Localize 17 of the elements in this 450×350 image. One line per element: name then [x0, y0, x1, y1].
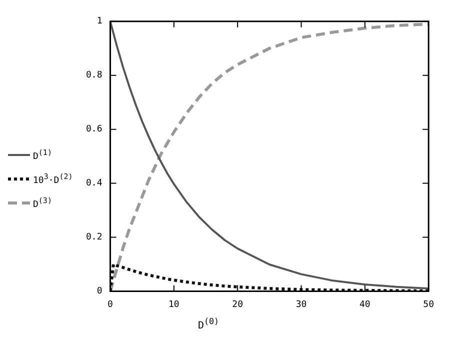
x-tick-label: 10	[168, 300, 180, 310]
y-tick-label: 0	[96, 286, 102, 297]
line-series	[110, 262, 429, 292]
x-tick-label: 20	[232, 300, 244, 310]
x-tick-label: 0	[108, 300, 113, 310]
x-tick-label: 50	[423, 300, 434, 310]
y-tick-label: 1	[96, 16, 102, 27]
legend-label: D$^{(3)}$	[33, 196, 52, 210]
x-axis-title: D$^{(0)}$	[198, 316, 220, 332]
y-tick-label: 0.2	[86, 232, 102, 243]
y-tick-label: 0.4	[86, 178, 102, 189]
x-tick-label: 30	[296, 300, 307, 310]
x-tick-label: 40	[359, 300, 370, 310]
y-tick-label: 0.8	[86, 70, 102, 81]
legend-label: D$^{(1)}$	[33, 148, 52, 162]
legend-label: 10$^{3}$·D$^{(2)}$	[33, 172, 73, 186]
y-tick-label: 0.6	[86, 124, 102, 135]
